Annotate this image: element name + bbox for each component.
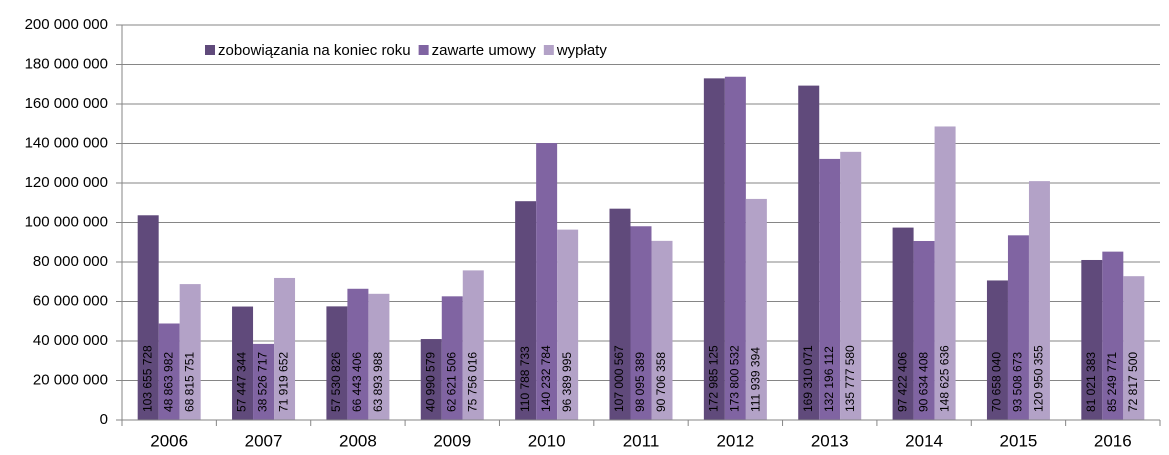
bar	[326, 306, 348, 420]
bar	[724, 76, 746, 420]
value-label: 111 939 394	[749, 347, 763, 412]
value-label: 135 777 580	[843, 345, 857, 412]
y-tick-label: 140 000 000	[25, 134, 108, 151]
bar	[274, 277, 296, 420]
x-tick-label: 2015	[1000, 431, 1038, 450]
bar	[840, 151, 862, 420]
bar	[368, 293, 390, 420]
value-label: 72 817 500	[1126, 352, 1140, 412]
value-label: 110 788 733	[518, 346, 532, 412]
value-label: 96 389 995	[560, 352, 574, 412]
value-label: 120 950 355	[1032, 345, 1046, 412]
value-label: 103 655 728	[140, 345, 154, 412]
bar	[347, 288, 369, 420]
value-label: 97 422 406	[895, 352, 909, 412]
legend-swatch	[418, 45, 429, 55]
value-label: 57 447 344	[235, 352, 249, 412]
legend-swatch	[543, 45, 554, 55]
x-tick-label: 2016	[1094, 431, 1132, 450]
bar	[745, 198, 767, 420]
bar	[1081, 259, 1103, 420]
value-label: 93 508 673	[1011, 352, 1025, 412]
bar	[179, 284, 201, 420]
value-label: 68 815 751	[182, 352, 196, 412]
bar	[651, 240, 673, 420]
value-label: 70 658 040	[990, 352, 1004, 412]
x-tick-label: 2007	[245, 431, 283, 450]
value-label: 90 706 358	[654, 352, 668, 412]
bar	[1123, 276, 1145, 420]
bar	[986, 280, 1008, 420]
value-label: 63 893 988	[371, 352, 385, 412]
bar	[703, 78, 725, 421]
bar	[536, 143, 558, 420]
value-label: 132 196 112	[822, 346, 836, 412]
bar	[515, 201, 537, 420]
value-label: 40 990 579	[423, 352, 437, 412]
bar	[158, 323, 180, 420]
x-tick-label: 2014	[905, 431, 943, 450]
y-tick-label: 60 000 000	[33, 292, 108, 309]
x-tick-label: 2013	[811, 431, 849, 450]
bar	[253, 343, 275, 420]
value-label: 107 000 567	[612, 345, 626, 412]
legend-swatch	[205, 45, 215, 55]
bar	[934, 126, 956, 421]
bar	[1028, 181, 1050, 420]
y-tick-label: 200 000 000	[25, 16, 108, 33]
bar	[1102, 251, 1124, 420]
bar	[892, 227, 914, 420]
value-label: 81 021 383	[1084, 352, 1098, 412]
value-label: 48 863 982	[161, 352, 175, 412]
bar	[609, 208, 631, 420]
x-tick-label: 2011	[623, 431, 660, 450]
x-tick-label: 2008	[339, 431, 377, 450]
value-label: 85 249 771	[1105, 352, 1119, 412]
bar	[798, 85, 820, 420]
legend-label: zawarte umowy	[432, 42, 537, 59]
bar	[819, 158, 841, 421]
bar	[232, 306, 254, 420]
bar	[441, 296, 463, 420]
bar	[462, 270, 484, 420]
y-tick-label: 0	[100, 411, 108, 428]
value-label: 173 800 532	[728, 345, 742, 412]
value-label: 90 634 408	[916, 352, 930, 412]
legend-label: wypłaty	[556, 42, 608, 59]
value-label: 172 985 125	[707, 345, 721, 412]
y-tick-label: 180 000 000	[25, 55, 108, 72]
value-label: 75 756 016	[465, 352, 479, 412]
y-tick-label: 20 000 000	[33, 371, 108, 388]
bar	[420, 339, 442, 420]
bar	[913, 240, 935, 420]
value-label: 148 625 636	[937, 345, 951, 412]
value-label: 71 919 652	[277, 352, 291, 412]
x-tick-label: 2010	[528, 431, 566, 450]
value-label: 98 095 389	[633, 352, 647, 412]
y-tick-label: 40 000 000	[33, 332, 108, 349]
y-tick-label: 120 000 000	[25, 174, 108, 191]
bar	[630, 226, 652, 420]
bar	[557, 229, 579, 420]
value-label: 62 621 506	[444, 352, 458, 412]
y-tick-label: 80 000 000	[33, 253, 108, 270]
value-label: 169 310 071	[801, 345, 815, 412]
x-tick-label: 2012	[716, 431, 754, 450]
bar	[137, 215, 159, 420]
x-tick-label: 2009	[433, 431, 471, 450]
legend-label: zobowiązania na koniec roku	[218, 42, 411, 59]
value-label: 140 232 784	[539, 345, 553, 412]
value-label: 66 443 406	[350, 352, 364, 412]
y-tick-label: 100 000 000	[25, 213, 108, 230]
y-tick-label: 160 000 000	[25, 95, 108, 112]
bar	[1007, 235, 1029, 420]
x-tick-label: 2006	[150, 431, 188, 450]
value-label: 57 530 826	[329, 352, 343, 412]
value-label: 38 526 717	[256, 352, 270, 412]
